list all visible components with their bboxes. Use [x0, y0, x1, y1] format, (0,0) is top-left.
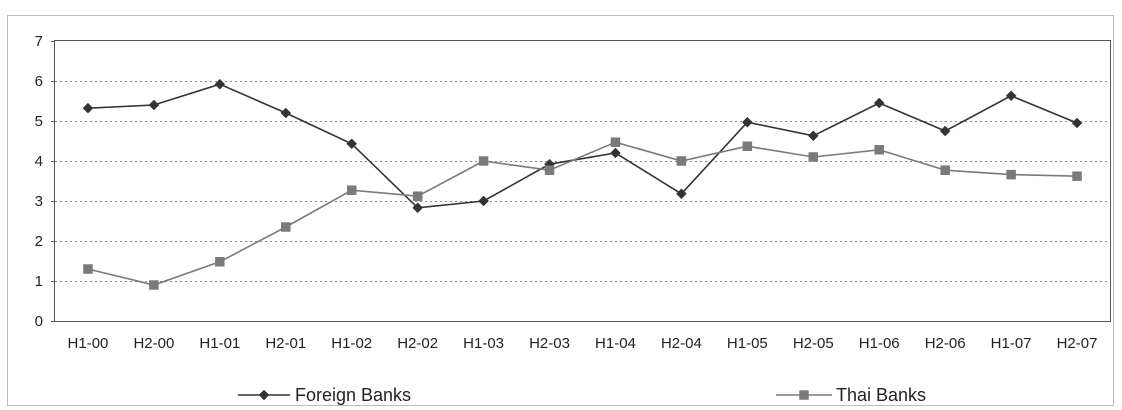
data-point-foreign-banks [1005, 90, 1017, 102]
data-point-thai-banks [1072, 171, 1082, 181]
y-tick-label: 2 [35, 233, 43, 250]
series-foreign-banks [82, 78, 1083, 214]
y-tick-label: 7 [35, 33, 43, 50]
legend-label: Foreign Banks [295, 385, 411, 405]
legend-item-thai-banks: Thai Banks [776, 385, 926, 405]
x-tick-label: H2-03 [529, 335, 570, 352]
legend-swatch-marker [258, 389, 270, 401]
y-tick-label: 4 [35, 153, 43, 170]
y-tick-label: 6 [35, 73, 43, 90]
x-tick-label: H1-02 [331, 335, 372, 352]
data-point-foreign-banks [807, 130, 819, 142]
legend: Foreign Banks Thai Banks [238, 385, 926, 405]
x-tick-label: H1-01 [199, 335, 240, 352]
x-tick-label: H1-05 [727, 335, 768, 352]
data-point-foreign-banks [939, 125, 951, 137]
x-tick-label: H1-04 [595, 335, 636, 352]
data-point-thai-banks [874, 145, 884, 155]
data-point-thai-banks [940, 165, 950, 175]
data-point-foreign-banks [478, 195, 489, 207]
data-point-thai-banks [149, 280, 159, 290]
outer-border [7, 15, 1114, 406]
x-tick-label: H2-01 [265, 335, 306, 352]
x-tick-label: H1-06 [859, 335, 900, 352]
y-tick-label: 3 [35, 193, 43, 210]
y-tick-label: 1 [35, 273, 43, 290]
x-tick-label: H2-02 [397, 335, 438, 352]
data-point-thai-banks [83, 264, 93, 274]
data-point-thai-banks [478, 156, 489, 166]
data-point-foreign-banks [610, 147, 621, 159]
data-point-thai-banks [676, 156, 687, 166]
x-tick-label: H1-03 [463, 335, 504, 352]
data-point-thai-banks [742, 141, 753, 151]
data-point-foreign-banks [412, 202, 424, 214]
x-tick-label: H1-07 [991, 335, 1032, 352]
data-point-foreign-banks [148, 99, 160, 111]
data-point-thai-banks [544, 165, 555, 175]
legend-item-foreign-banks: Foreign Banks [238, 385, 411, 405]
series-line-foreign-banks [87, 83, 1078, 209]
plot-area-border [54, 40, 1111, 322]
x-tick-label: H2-00 [133, 335, 174, 352]
data-point-thai-banks [215, 257, 225, 267]
data-point-foreign-banks [214, 78, 226, 90]
x-tick-label: H2-04 [661, 335, 702, 352]
data-point-thai-banks [1006, 169, 1016, 180]
data-point-foreign-banks [1071, 117, 1083, 129]
gridlines [55, 81, 1110, 282]
legend-label: Thai Banks [836, 385, 926, 405]
y-tick-label: 5 [35, 113, 43, 130]
data-point-thai-banks [412, 191, 423, 201]
x-tick-label: H2-05 [793, 335, 834, 352]
data-point-foreign-banks [741, 116, 753, 128]
legend-swatch-marker [799, 390, 809, 400]
data-point-foreign-banks [82, 102, 94, 114]
data-point-thai-banks [346, 185, 357, 195]
series-thai-banks [83, 137, 1082, 290]
x-tick-label: H1-00 [68, 335, 109, 352]
data-point-thai-banks [808, 152, 819, 162]
data-point-foreign-banks [676, 188, 687, 200]
data-point-foreign-banks [873, 97, 885, 109]
data-point-thai-banks [281, 222, 291, 232]
y-axis-tick-labels: 0 1 2 3 4 5 6 7 [35, 33, 55, 330]
y-tick-label: 0 [35, 313, 43, 330]
x-tick-label: H2-07 [1057, 335, 1098, 352]
data-point-foreign-banks [346, 138, 358, 150]
data-point-foreign-banks [280, 107, 292, 119]
x-tick-label: H2-06 [925, 335, 966, 352]
series-line-thai-banks [87, 141, 1078, 286]
data-point-thai-banks [610, 137, 621, 147]
series-group [82, 78, 1083, 290]
x-axis-tick-labels: H1-00 H2-00 H1-01 H2-01 H1-02 H2-02 H1-03 H2-03… [68, 335, 1098, 352]
